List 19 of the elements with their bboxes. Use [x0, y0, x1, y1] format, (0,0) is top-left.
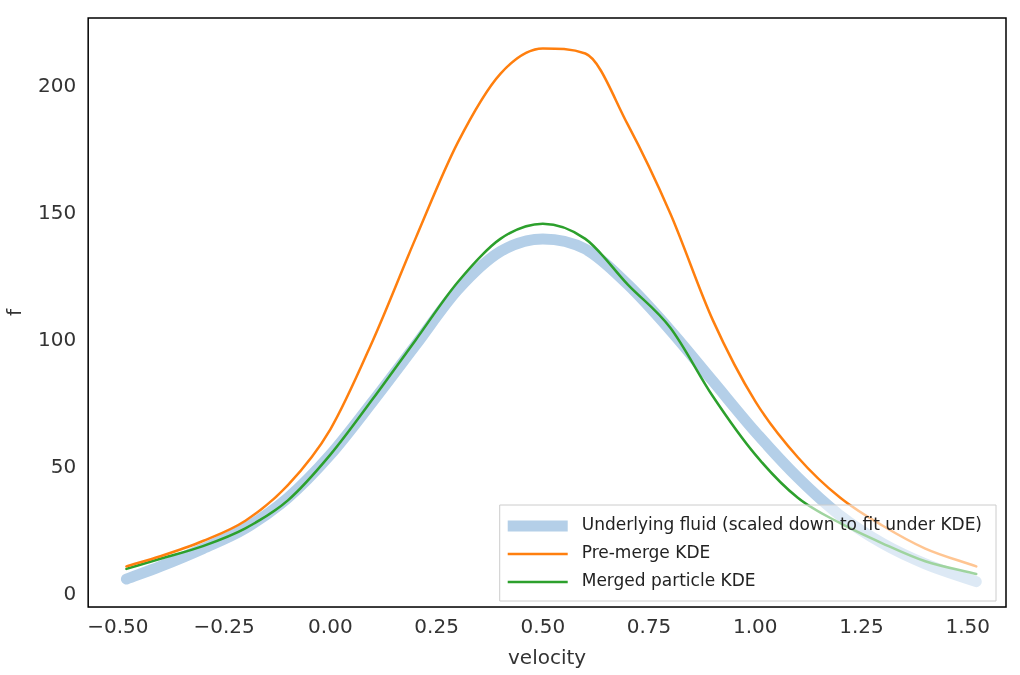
y-tick-label: 50	[50, 453, 77, 478]
x-tick-label: 1.25	[839, 614, 884, 639]
x-tick-label: 0.25	[414, 614, 459, 639]
y-tick-label: 200	[37, 72, 77, 97]
x-tick-label: 0.00	[308, 614, 353, 639]
x-tick-label: −0.50	[87, 614, 149, 639]
legend-label: Underlying fluid (scaled down to fit under KDE)	[581, 514, 983, 535]
x-tick-label: 1.00	[733, 614, 778, 639]
x-tick-label: 0.50	[520, 614, 566, 639]
legend-label: Pre-merge KDE	[581, 542, 711, 563]
x-tick-label: −0.25	[193, 614, 255, 639]
x-tick-label: 1.50	[945, 614, 991, 639]
legend-label: Merged particle KDE	[581, 570, 756, 591]
y-tick-label: 0	[63, 580, 77, 605]
y-tick-label: 100	[37, 326, 77, 351]
y-tick-label: 150	[37, 199, 77, 224]
y-axis-title: f	[2, 308, 27, 317]
x-tick-label: 0.75	[626, 614, 672, 639]
x-axis-title: velocity	[508, 645, 587, 670]
